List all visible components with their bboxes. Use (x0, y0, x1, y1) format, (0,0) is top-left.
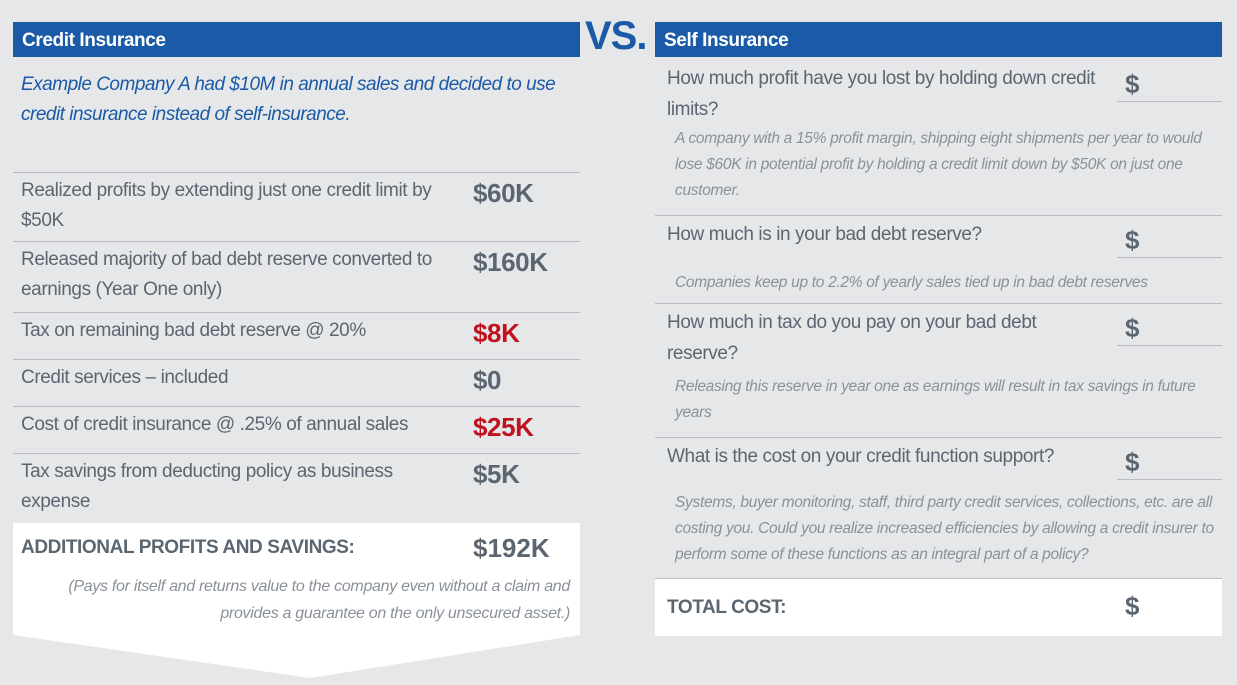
row-label: Cost of credit insurance @ .25% of annua… (21, 414, 409, 435)
row-label: Tax savings from deducting policy as bus… (21, 461, 393, 512)
total-shape (13, 523, 580, 678)
row-value: $8K (473, 318, 520, 348)
question-row: What is the cost on your credit function… (655, 437, 1222, 578)
total-value: $192K (473, 533, 550, 563)
question-note: A company with a 15% profit margin, ship… (675, 130, 1202, 199)
answer-field: $ (1117, 222, 1222, 258)
row-value: $0 (473, 365, 502, 395)
answer-field: $ (1117, 444, 1222, 480)
total-note: (Pays for itself and returns value to th… (68, 578, 570, 622)
row-label: Credit services – included (21, 367, 229, 388)
answer-field: $ (1117, 66, 1222, 102)
total-label: ADDITIONAL PROFITS AND SAVINGS: (21, 537, 355, 558)
question-note: Releasing this reserve in year one as ea… (675, 378, 1196, 421)
row: Released majority of bad debt reserve co… (13, 241, 580, 312)
question: How much in tax do you pay on your bad d… (667, 312, 1037, 364)
question-note: Companies keep up to 2.2% of yearly sale… (675, 274, 1148, 291)
question-row: How much in tax do you pay on your bad d… (655, 303, 1222, 437)
question: How much profit have you lost by holding… (667, 68, 1096, 120)
total-cost-label: TOTAL COST: (667, 597, 787, 618)
row-value: $160K (473, 247, 548, 277)
row-label: Realized profits by extending just one c… (21, 180, 432, 231)
question-row: How much is in your bad debt reserve? $ Co… (655, 215, 1222, 303)
question: What is the cost on your credit function… (667, 446, 1054, 467)
row: Tax savings from deducting policy as bus… (13, 453, 580, 523)
row: Tax on remaining bad debt reserve @ 20% $… (13, 312, 580, 359)
total-cost-box: TOTAL COST: $ (655, 578, 1222, 636)
row-label: Tax on remaining bad debt reserve @ 20% (21, 320, 366, 341)
left-header: Credit Insurance (13, 22, 580, 57)
total-cost-answer: $ (1125, 591, 1140, 621)
row-label: Released majority of bad debt reserve co… (21, 249, 432, 300)
row-value: $60K (473, 178, 534, 208)
total-box (13, 523, 580, 678)
row: Credit services – included $0 (13, 359, 580, 406)
row: Cost of credit insurance @ .25% of annua… (13, 406, 580, 453)
row: Realized profits by extending just one c… (13, 172, 580, 241)
row-value: $5K (473, 459, 520, 489)
question: How much is in your bad debt reserve? (667, 224, 982, 245)
row-value: $25K (473, 412, 534, 442)
vs: VS. (585, 14, 647, 58)
intro: Example Company A had $10M in annual sal… (21, 74, 556, 125)
answer-field: $ (1117, 310, 1222, 346)
question-note: Systems, buyer monitoring, staff, third … (675, 494, 1214, 563)
right-header: Self Insurance (655, 22, 1222, 57)
question-row: How much profit have you lost by holding… (655, 60, 1222, 215)
